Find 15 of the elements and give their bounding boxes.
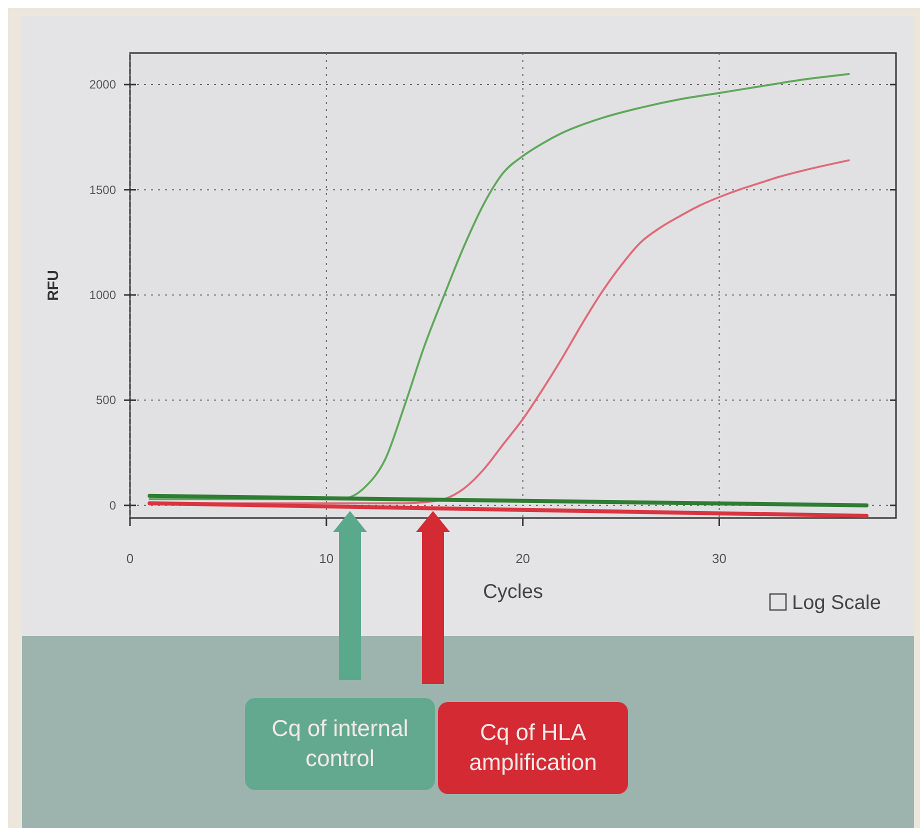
y-tick-label: 1500 <box>89 182 116 197</box>
x-tick-label: 30 <box>712 551 726 566</box>
y-tick-label: 500 <box>96 393 116 408</box>
text: Cq of internal control <box>272 715 408 771</box>
text: Log Scale <box>792 592 881 614</box>
y-axis-title: RFU <box>45 270 62 301</box>
x-axis-title: Cycles <box>482 581 544 603</box>
x-tick-label: 10 <box>319 551 334 566</box>
x-tick-label: 20 <box>516 551 530 566</box>
y-tick-label: 2000 <box>89 78 116 92</box>
x-tick-label: 0 <box>126 551 134 566</box>
y-tick-label: 1000 <box>89 288 116 302</box>
y-tick-label: 0 <box>109 498 116 512</box>
text: Cq of HLA amplification <box>469 719 597 775</box>
line-series <box>148 73 850 500</box>
